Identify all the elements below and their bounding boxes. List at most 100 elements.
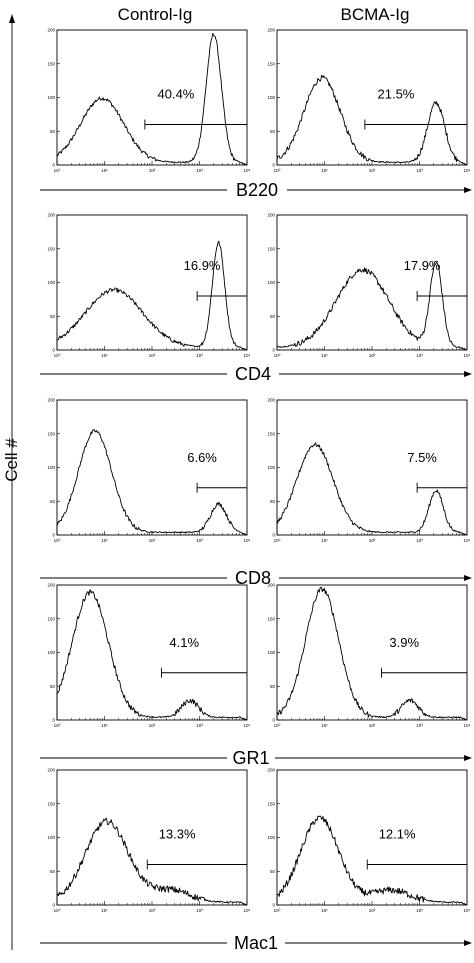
x-tick-label: 10⁴ [464, 353, 471, 358]
gate-percent-label: 3.9% [389, 635, 419, 650]
gate-percent-label: 17.9% [404, 258, 441, 273]
histogram-trace [56, 240, 248, 351]
x-tick-label: 10³ [416, 723, 423, 728]
y-tick-label: 100 [267, 280, 275, 285]
y-tick-label: 0 [52, 903, 55, 908]
plot-frame [276, 584, 468, 721]
gate-percent-label: 12.1% [379, 827, 416, 842]
y-tick-label: 200 [267, 398, 275, 403]
y-tick-label: 200 [267, 768, 275, 773]
histogram-trace [276, 260, 468, 351]
x-tick-label: 10⁴ [464, 908, 471, 913]
histogram-panel-cd8-control: 0 50 100 150 200 10⁰ 10¹ 10² 10³ 10⁴ 6.6% [47, 398, 250, 544]
x-tick-label: 10⁰ [54, 538, 61, 543]
y-tick-label: 100 [267, 650, 275, 655]
histogram-panel-mac1-bcma: 0 50 100 150 200 10⁰ 10¹ 10² 10³ 10⁴ 12.1% [267, 768, 470, 914]
y-tick-label: 100 [47, 280, 55, 285]
plot-frame [276, 769, 468, 906]
x-axis-arrow-cd4: CD4 [40, 364, 472, 384]
x-tick-label: 10¹ [101, 353, 108, 358]
x-axis-arrow-gr1: GR1 [40, 748, 472, 768]
y-tick-label: 200 [47, 768, 55, 773]
histogram-trace [276, 74, 468, 166]
y-tick-label: 50 [270, 684, 276, 689]
x-tick-label: 10¹ [321, 168, 328, 173]
x-tick-label: 10⁰ [54, 908, 61, 913]
x-tick-label: 10⁰ [274, 353, 281, 358]
x-tick-label: 10¹ [101, 538, 108, 543]
y-tick-label: 0 [272, 903, 275, 908]
gate-percent-label: 21.5% [378, 87, 415, 102]
y-tick-label: 150 [267, 246, 275, 251]
gate-marker [366, 859, 467, 870]
y-tick-label: 100 [47, 650, 55, 655]
y-tick-label: 0 [272, 163, 275, 168]
gate-marker [416, 482, 467, 493]
y-axis-label: Cell # [2, 438, 21, 482]
x-tick-label: 10² [149, 538, 156, 543]
x-tick-label: 10³ [416, 168, 423, 173]
x-tick-label: 10² [369, 353, 376, 358]
histogram-panel-cd8-bcma: 0 50 100 150 200 10⁰ 10¹ 10² 10³ 10⁴ 7.5% [267, 398, 470, 544]
x-tick-label: 10² [369, 908, 376, 913]
y-tick-label: 150 [267, 801, 275, 806]
histogram-trace [56, 32, 248, 166]
marker-label-cd8: CD8 [235, 568, 271, 588]
y-tick-label: 100 [47, 835, 55, 840]
y-tick-label: 200 [267, 28, 275, 33]
y-tick-label: 150 [267, 61, 275, 66]
histogram-trace [276, 815, 468, 906]
y-tick-label: 0 [52, 163, 55, 168]
gate-percent-label: 13.3% [159, 827, 196, 842]
y-tick-label: 0 [272, 348, 275, 353]
x-tick-label: 10¹ [321, 538, 328, 543]
y-tick-label: 100 [47, 95, 55, 100]
y-tick-label: 100 [267, 95, 275, 100]
y-tick-label: 50 [270, 129, 276, 134]
x-tick-label: 10¹ [321, 723, 328, 728]
column-title-control: Control-Ig [118, 5, 193, 24]
plot-frame [276, 399, 468, 536]
y-tick-label: 200 [47, 398, 55, 403]
gate-percent-label: 6.6% [187, 450, 217, 465]
y-tick-label: 50 [50, 129, 56, 134]
x-tick-label: 10⁰ [274, 723, 281, 728]
y-tick-label: 150 [267, 616, 275, 621]
y-tick-label: 150 [47, 801, 55, 806]
histogram-panel-gr1-control: 0 50 100 150 200 10⁰ 10¹ 10² 10³ 10⁴ 4.1% [47, 583, 250, 729]
y-axis-arrow [9, 14, 15, 950]
y-tick-label: 150 [267, 431, 275, 436]
x-tick-label: 10⁰ [274, 538, 281, 543]
x-tick-label: 10⁰ [54, 723, 61, 728]
x-tick-label: 10¹ [101, 168, 108, 173]
x-tick-label: 10¹ [321, 908, 328, 913]
gate-marker [381, 667, 467, 678]
histogram-panel-mac1-control: 0 50 100 150 200 10⁰ 10¹ 10² 10³ 10⁴ 13.3% [47, 768, 250, 914]
x-tick-label: 10² [369, 168, 376, 173]
y-tick-label: 50 [270, 869, 276, 874]
y-tick-label: 200 [47, 213, 55, 218]
x-tick-label: 10⁰ [274, 168, 281, 173]
y-tick-label: 150 [47, 616, 55, 621]
histogram-trace [56, 429, 248, 536]
x-tick-label: 10¹ [101, 723, 108, 728]
x-tick-label: 10³ [196, 168, 203, 173]
y-tick-label: 100 [267, 835, 275, 840]
x-tick-label: 10⁰ [274, 908, 281, 913]
y-tick-label: 200 [267, 213, 275, 218]
y-tick-label: 200 [47, 28, 55, 33]
y-tick-label: 50 [50, 869, 56, 874]
x-tick-label: 10⁴ [244, 908, 251, 913]
x-tick-label: 10³ [196, 538, 203, 543]
gate-marker [161, 667, 247, 678]
marker-label-gr1: GR1 [232, 748, 269, 768]
y-tick-label: 50 [270, 314, 276, 319]
y-tick-label: 150 [47, 61, 55, 66]
x-tick-label: 10⁴ [464, 538, 471, 543]
x-tick-label: 10⁴ [244, 538, 251, 543]
x-tick-label: 10³ [416, 538, 423, 543]
marker-label-mac1: Mac1 [234, 933, 278, 953]
histogram-panel-b220-control: 0 50 100 150 200 10⁰ 10¹ 10² 10³ 10⁴ 40.4% [47, 28, 250, 174]
x-tick-label: 10² [369, 538, 376, 543]
x-axis-arrow-b220: B220 [40, 180, 472, 200]
